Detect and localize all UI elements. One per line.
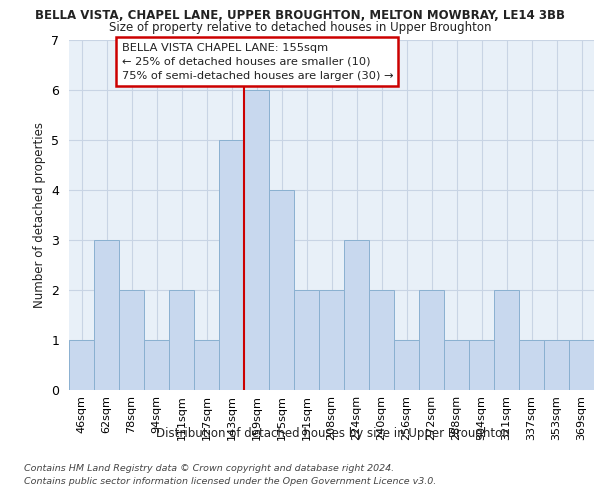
Bar [444, 340, 469, 390]
Bar [494, 290, 519, 390]
Bar [294, 290, 319, 390]
Bar [469, 340, 494, 390]
Bar [244, 90, 269, 390]
Bar [544, 340, 569, 390]
Bar [519, 340, 544, 390]
Bar [569, 340, 594, 390]
Text: Size of property relative to detached houses in Upper Broughton: Size of property relative to detached ho… [109, 21, 491, 34]
Y-axis label: Number of detached properties: Number of detached properties [33, 122, 46, 308]
Bar [194, 340, 219, 390]
Bar [319, 290, 344, 390]
Bar [269, 190, 294, 390]
Text: Contains public sector information licensed under the Open Government Licence v3: Contains public sector information licen… [24, 478, 436, 486]
Bar [169, 290, 194, 390]
Bar [94, 240, 119, 390]
Text: BELLA VISTA CHAPEL LANE: 155sqm
← 25% of detached houses are smaller (10)
75% of: BELLA VISTA CHAPEL LANE: 155sqm ← 25% of… [121, 42, 393, 80]
Bar [219, 140, 244, 390]
Bar [419, 290, 444, 390]
Bar [119, 290, 144, 390]
Text: BELLA VISTA, CHAPEL LANE, UPPER BROUGHTON, MELTON MOWBRAY, LE14 3BB: BELLA VISTA, CHAPEL LANE, UPPER BROUGHTO… [35, 9, 565, 22]
Bar [344, 240, 369, 390]
Bar [369, 290, 394, 390]
Bar [69, 340, 94, 390]
Text: Distribution of detached houses by size in Upper Broughton: Distribution of detached houses by size … [156, 428, 510, 440]
Text: Contains HM Land Registry data © Crown copyright and database right 2024.: Contains HM Land Registry data © Crown c… [24, 464, 394, 473]
Bar [394, 340, 419, 390]
Bar [144, 340, 169, 390]
